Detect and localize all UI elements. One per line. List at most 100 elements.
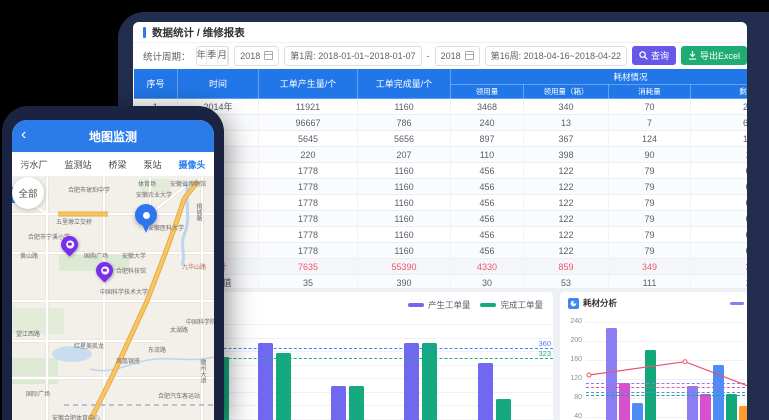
desktop-window: 数据统计 / 维修报表 统计周期： 年季月周日 2018 第1周: 2018-0… [133,22,747,420]
table-cell: 11921 [258,98,358,115]
table-cell: 19 [690,146,747,163]
y-axis-tick-label: 200 [570,336,582,344]
calendar-icon [464,51,474,60]
table-cell: 207 [357,146,451,163]
map-roads [12,177,214,420]
table-cell: 79 [608,242,691,259]
year-from-select[interactable]: 2018 [234,45,280,66]
map-label: 国购广场 [84,254,109,260]
chart-gridline [586,359,745,361]
map-label: 安徽农业大学 [136,193,173,199]
table-subheader-cell: 领用量（箱） [523,84,609,99]
table-row: 56455656897367124129 [133,130,747,147]
period-option[interactable]: 季 [207,46,218,65]
map-label: 安徽省博物馆 [170,182,207,188]
map-label: 合肥市琥珀中学 [68,188,111,194]
table-cell: 129 [690,130,747,147]
phone-tabs: 污水厂 监测站 桥梁 泵站 摄像头 [12,152,214,177]
table-cell: 456 [450,226,524,243]
table-cell: 122 [523,242,609,259]
table-average-row: 平均值35390305311114 [133,274,747,288]
chart-bar [687,386,698,420]
table-subheader-cell: 剩余量 [689,84,747,99]
table-row: 12014年119211160346834070250 [133,98,747,115]
year-to-select[interactable]: 2018 [434,45,480,66]
table-cell: 240 [450,114,524,131]
phone-tab[interactable]: 泵站 [143,159,162,170]
table-cell: 122 [523,178,609,195]
table-cell: 1160 [357,162,451,179]
map-canvas[interactable]: 合肥市琥珀中学 体育场 安徽农业大学 安徽省博物馆 桐城路 五里墩立交桥 安徽医科大学 合肥市… [12,177,214,420]
period-option[interactable]: 周 [228,46,229,65]
phone-tab[interactable]: 桥梁 [108,159,127,170]
table-cell: 67 [690,194,747,211]
week-to-input[interactable]: 第16周: 2018-04-16~2018-04-22 [484,45,627,66]
report-table-wrap: 序号时间工单产生量/个工单完成量/个耗材情况领用量领用量（箱）消耗量剩余量120… [133,68,747,288]
chart-gridline [586,378,745,380]
map-label: 凤凰银座 [116,359,141,365]
phone-tab[interactable]: 监测站 [64,159,92,170]
table-cell: 79 [608,162,691,179]
reference-line-label: 323 [538,349,551,359]
workorder-chart-legend: 产生工单量 完成工单量 [407,299,543,311]
phone-tab[interactable]: 污水厂 [20,159,48,170]
chart-bar [645,350,656,420]
chart-bar [258,342,273,420]
period-option[interactable]: 月 [218,46,229,65]
report-table: 序号时间工单产生量/个工单完成量/个耗材情况领用量领用量（箱）消耗量剩余量120… [133,68,747,288]
table-cell: 3468 [450,98,524,115]
range-separator: - [426,50,430,61]
breadcrumb-accent-bar [143,26,146,38]
chart-bar [349,385,364,420]
table-row: 177811604561227967 [133,194,747,211]
y-axis-tick-label: 160 [570,355,582,363]
average-reference-line [586,391,745,393]
table-header-row: 序号 时间 工单产生量/个 工单完成量/个 耗材情况 [133,68,747,99]
table-cell: 456 [450,194,524,211]
period-segment[interactable]: 年季月周日 [195,45,230,66]
table-cell: 67 [690,178,747,195]
table-cell: 13 [523,114,609,131]
map-label: 九华山路 [182,265,207,271]
table-cell: 90 [608,146,691,163]
map-filter-all-button[interactable]: 全部 [12,177,44,209]
table-cell: 398 [523,146,609,163]
table-cell: 122 [523,162,609,179]
table-cell: 367 [523,130,609,147]
chart-bar [478,362,493,420]
table-cell: 340 [523,98,609,115]
table-subheader-cell: 消耗量 [608,84,691,99]
table-cell: 67 [690,210,747,227]
y-axis-tick-label: 120 [570,374,582,382]
table-cell: 30 [450,274,524,288]
table-header-cell: 工单产生量/个 [258,68,358,99]
phone-tab[interactable]: 摄像头 [178,159,206,170]
table-cell: 67 [690,242,747,259]
export-excel-button[interactable]: 导出Excel [680,46,747,65]
back-chevron-icon[interactable]: ‹ [21,126,27,143]
week-from-input[interactable]: 第1周: 2018-01-01~2018-01-07 [284,45,422,66]
consumables-legend-swatch [730,302,744,305]
table-cell: 220 [258,146,358,163]
table-row: 177811604561227967 [133,178,747,195]
y-axis-tick-label: 240 [570,317,582,325]
period-option[interactable]: 年 [197,46,208,65]
selected-location-pin-icon[interactable] [135,204,157,233]
y-axis-tick-label: 40 [574,413,582,420]
average-reference-line [586,387,745,388]
map-label: 合肥汽车客运站 [158,394,201,400]
map-label: 徽州大道 [199,359,205,383]
table-cell: 786 [357,114,451,131]
chart-bar [619,382,630,420]
year-to-value: 2018 [440,50,461,61]
average-reference-line [586,395,745,396]
query-button[interactable]: 查询 [631,46,676,65]
chart-gridline [586,321,745,323]
table-cell: 122 [523,210,609,227]
table-cell: 53 [523,274,609,288]
map-label: 五里墩立交桥 [56,220,93,226]
y-axis-tick-label: 80 [574,393,582,401]
table-total-row: 合计763555390433085934933 [133,258,747,275]
chart-gridline [586,340,745,342]
